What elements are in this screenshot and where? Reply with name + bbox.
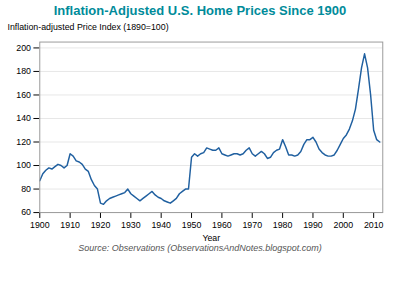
svg-text:1920: 1920 (91, 220, 111, 230)
svg-text:180: 180 (16, 66, 31, 76)
svg-text:1900: 1900 (30, 220, 50, 230)
svg-text:1950: 1950 (182, 220, 202, 230)
svg-text:1930: 1930 (121, 220, 141, 230)
svg-text:200: 200 (16, 43, 31, 53)
svg-text:1910: 1910 (60, 220, 80, 230)
svg-text:60: 60 (21, 207, 31, 217)
svg-text:Year: Year (202, 233, 220, 243)
svg-text:140: 140 (16, 113, 31, 123)
svg-text:1990: 1990 (303, 220, 323, 230)
svg-text:Inflation-adjusted Price Index: Inflation-adjusted Price Index (1890=100… (7, 22, 168, 32)
html-text:Source: Observations (Observat: Source: Observations (ObservationsAndNot… (78, 243, 322, 254)
svg-text:1960: 1960 (212, 220, 232, 230)
svg-text:120: 120 (16, 137, 31, 147)
svg-text:1970: 1970 (242, 220, 262, 230)
svg-text:100: 100 (16, 160, 31, 170)
svg-text:80: 80 (21, 184, 31, 194)
svg-text:160: 160 (16, 90, 31, 100)
svg-text:1940: 1940 (151, 220, 171, 230)
svg-text:2000: 2000 (334, 220, 354, 230)
html-text:Inflation-Adjusted U.S. Home P: Inflation-Adjusted U.S. Home Prices Sinc… (53, 3, 347, 18)
svg-text:1980: 1980 (273, 220, 293, 230)
svg-text:2010: 2010 (364, 220, 384, 230)
